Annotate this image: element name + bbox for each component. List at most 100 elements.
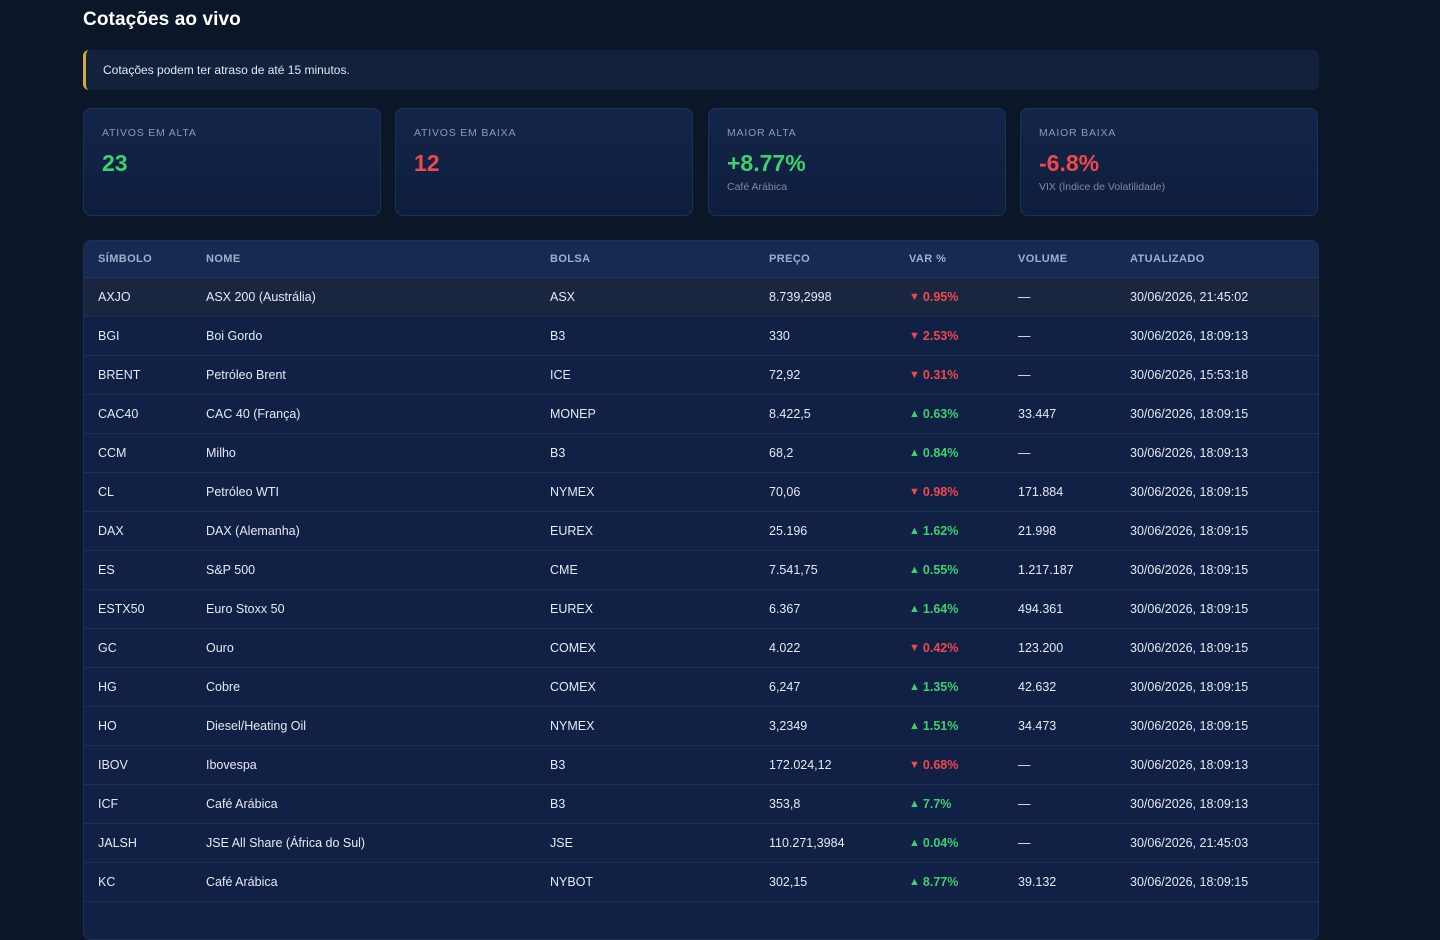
cell-name: Milho: [206, 446, 236, 460]
cell-updated: 30/06/2026, 18:09:15: [1130, 485, 1249, 499]
cell-price: 6,247: [769, 680, 801, 694]
triangle-up-icon: ▲: [909, 603, 920, 615]
table-row[interactable]: HG Cobre COMEX 6,247 ▲ 1.35% 42.632 30/06/2026,…: [84, 668, 1318, 707]
cell-change: ▼ 2.53%: [909, 317, 958, 355]
header-change[interactable]: VAR %: [909, 253, 947, 265]
cell-price: 72,92: [769, 368, 801, 382]
triangle-up-icon: ▲: [909, 564, 920, 576]
summary-card-subtitle: VIX (Índice de Volatilidade): [1039, 181, 1166, 193]
cell-change: ▼ 0.42%: [909, 629, 958, 667]
table-row[interactable]: ESTX50 Euro Stoxx 50 EUREX 6.367 ▲ 1.64% 494.3…: [84, 590, 1318, 629]
summary-card-subtitle: Café Arábica: [727, 181, 788, 193]
cell-updated: 30/06/2026, 21:45:03: [1130, 836, 1249, 850]
cell-exchange: NYBOT: [550, 875, 594, 889]
header-exchange[interactable]: BOLSA: [550, 253, 591, 265]
cell-change-value: 0.84%: [922, 446, 959, 460]
table-row[interactable]: CL Petróleo WTI NYMEX 70,06 ▼ 0.98% 171.884 30/…: [84, 473, 1318, 512]
triangle-down-icon: ▼: [909, 642, 920, 654]
cell-change-value: 1.62%: [922, 524, 959, 538]
table-row[interactable]: JALSH JSE All Share (África do Sul) JSE 110…: [84, 824, 1318, 863]
cell-exchange: B3: [550, 797, 566, 811]
cell-price: 68,2: [769, 446, 794, 460]
summary-card-label: MAIOR BAIXA: [1039, 127, 1117, 139]
cell-price: 110.271,3984: [769, 836, 845, 850]
cell-name: S&P 500: [206, 563, 256, 577]
cell-exchange: B3: [550, 329, 566, 343]
delay-notice: Cotações podem ter atraso de até 15 minu…: [83, 50, 1319, 90]
cell-change-value: 1.35%: [922, 680, 959, 694]
table-row[interactable]: CCM Milho B3 68,2 ▲ 0.84% — 30/06/2026, 18:09:1…: [84, 434, 1318, 473]
summary-card-value: 12: [414, 150, 440, 176]
summary-card-value: -6.8%: [1039, 150, 1100, 176]
cell-price: 70,06: [769, 485, 801, 499]
summary-card-value: 23: [102, 150, 128, 176]
header-volume[interactable]: VOLUME: [1018, 253, 1068, 265]
header-updated[interactable]: ATUALIZADO: [1130, 253, 1205, 265]
cell-updated: 30/06/2026, 18:09:15: [1130, 641, 1249, 655]
cell-price: 6.367: [769, 602, 801, 616]
header-symbol[interactable]: SÍMBOLO: [98, 253, 153, 265]
cell-updated: 30/06/2026, 18:09:15: [1130, 875, 1249, 889]
cell-updated: 30/06/2026, 18:09:15: [1130, 680, 1249, 694]
cell-volume: —: [1018, 446, 1031, 460]
table-row[interactable]: AXJO ASX 200 (Austrália) ASX 8.739,2998 ▼ 0.9…: [84, 278, 1318, 317]
cell-change-value: 0.95%: [922, 290, 959, 304]
cell-volume: 171.884: [1018, 485, 1064, 499]
cell-updated: 30/06/2026, 18:09:13: [1130, 797, 1249, 811]
cell-symbol: AXJO: [98, 290, 131, 304]
cell-change-value: 0.31%: [922, 368, 959, 382]
cell-change-value: 0.98%: [922, 485, 959, 499]
cell-symbol: GC: [98, 641, 117, 655]
table-row[interactable]: DAX DAX (Alemanha) EUREX 25.196 ▲ 1.62% 21.998…: [84, 512, 1318, 551]
table-row[interactable]: KC Café Arábica NYBOT 302,15 ▲ 8.77% 39.132 30/…: [84, 863, 1318, 902]
cell-symbol: CCM: [98, 446, 127, 460]
cell-symbol: CAC40: [98, 407, 139, 421]
cell-name: ASX 200 (Austrália): [206, 290, 316, 304]
cell-updated: 30/06/2026, 18:09:15: [1130, 407, 1249, 421]
cell-symbol: HO: [98, 719, 117, 733]
triangle-up-icon: ▲: [909, 720, 920, 732]
table-row[interactable]: CAC40 CAC 40 (França) MONEP 8.422,5 ▲ 0.63% 33…: [84, 395, 1318, 434]
table-row[interactable]: ICF Café Arábica B3 353,8 ▲ 7.7% — 30/06/2026, …: [84, 785, 1318, 824]
cell-volume: 123.200: [1018, 641, 1064, 655]
triangle-down-icon: ▼: [909, 330, 920, 342]
triangle-up-icon: ▲: [909, 876, 920, 888]
cell-symbol: ES: [98, 563, 115, 577]
table-row[interactable]: BGI Boi Gordo B3 330 ▼ 2.53% — 30/06/2026, 18:0…: [84, 317, 1318, 356]
cell-volume: —: [1018, 758, 1031, 772]
table-row[interactable]: IBOV Ibovespa B3 172.024,12 ▼ 0.68% — 30/06/202…: [84, 746, 1318, 785]
cell-change-value: 0.68%: [922, 758, 959, 772]
cell-change: ▲ 0.84%: [909, 434, 958, 472]
cell-name: DAX (Alemanha): [206, 524, 300, 538]
cell-symbol: ICF: [98, 797, 119, 811]
cell-price: 4.022: [769, 641, 801, 655]
header-name[interactable]: NOME: [206, 253, 241, 265]
cell-symbol: DAX: [98, 524, 124, 538]
triangle-up-icon: ▲: [909, 408, 920, 420]
table-row[interactable]: BRENT Petróleo Brent ICE 72,92 ▼ 0.31% — 30/06/…: [84, 356, 1318, 395]
cell-price: 8.739,2998: [769, 290, 832, 304]
cell-volume: 21.998: [1018, 524, 1057, 538]
summary-card: ATIVOS EM ALTA 23: [83, 108, 381, 216]
table-row[interactable]: HO Diesel/Heating Oil NYMEX 3,2349 ▲ 1.51% 34.…: [84, 707, 1318, 746]
table-row[interactable]: GC Ouro COMEX 4.022 ▼ 0.42% 123.200 30/06/2026,…: [84, 629, 1318, 668]
summary-card-label: MAIOR ALTA: [727, 127, 797, 139]
cell-name: Ibovespa: [206, 758, 257, 772]
cell-change-value: 0.63%: [922, 407, 959, 421]
cell-updated: 30/06/2026, 21:45:02: [1130, 290, 1249, 304]
cell-price: 8.422,5: [769, 407, 811, 421]
page-title: Cotações ao vivo: [83, 9, 241, 30]
cell-volume: 1.217.187: [1018, 563, 1074, 577]
cell-exchange: CME: [550, 563, 578, 577]
table-row[interactable]: ES S&P 500 CME 7.541,75 ▲ 0.55% 1.217.187 30/06…: [84, 551, 1318, 590]
cell-volume: 42.632: [1018, 680, 1057, 694]
summary-card-label: ATIVOS EM BAIXA: [414, 127, 517, 139]
cell-symbol: JALSH: [98, 836, 137, 850]
cell-change: ▲ 8.77%: [909, 863, 958, 901]
cell-change: ▲ 1.51%: [909, 707, 958, 745]
cell-price: 330: [769, 329, 790, 343]
table-body: AXJO ASX 200 (Austrália) ASX 8.739,2998 ▼ 0.9…: [84, 278, 1318, 902]
cell-change: ▼ 0.95%: [909, 278, 958, 316]
header-price[interactable]: PREÇO: [769, 253, 811, 265]
cell-symbol: HG: [98, 680, 117, 694]
